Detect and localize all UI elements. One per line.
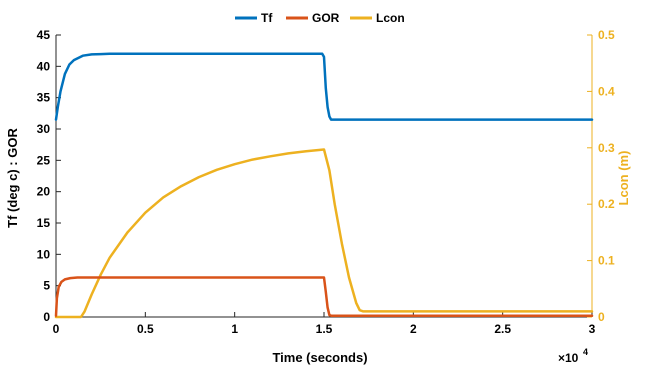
y-left-tick-label: 0 xyxy=(43,310,50,324)
x-tick-label: 1 xyxy=(231,322,238,336)
y-right-tick-label: 0.2 xyxy=(598,197,615,211)
y-right-tick-label: 0 xyxy=(598,310,605,324)
x-exponent-power: 4 xyxy=(583,347,588,357)
y-left-tick-label: 30 xyxy=(37,122,51,136)
y-left-tick-label: 45 xyxy=(37,28,51,42)
x-exponent: ×10 4 xyxy=(558,347,588,365)
y-left-tick-label: 20 xyxy=(37,185,51,199)
y-left-tick-label: 10 xyxy=(37,247,51,261)
y-left-tick-label: 15 xyxy=(37,216,51,230)
x-tick-label: 1.5 xyxy=(316,322,333,336)
axes: 0 0.5 1 1.5 2 2.5 305101520253035404500.10.20.… xyxy=(37,28,615,336)
x-tick-label: 2 xyxy=(410,322,417,336)
x-tick-label: 0 xyxy=(53,322,60,336)
y-axis-left-label: Tf (deg c) : GOR xyxy=(5,128,20,228)
legend-label-gor: GOR xyxy=(312,11,340,25)
series-line-lcon xyxy=(54,148,594,319)
x-tick-label: 2.5 xyxy=(494,322,511,336)
y-right-tick-label: 0.1 xyxy=(598,254,615,268)
y-right-tick-label: 0.5 xyxy=(598,28,615,42)
x-exponent-base: ×10 xyxy=(558,351,579,365)
x-tick-label: 3 xyxy=(589,322,596,336)
legend-label-tf: Tf xyxy=(261,11,273,25)
series-line-gor xyxy=(54,276,594,317)
x-tick-label: 0.5 xyxy=(137,322,154,336)
series-line-tf xyxy=(54,52,594,121)
legend-label-lcon: Lcon xyxy=(376,11,405,25)
y-left-tick-label: 35 xyxy=(37,91,51,105)
y-axis-right-label: Lcon (m) xyxy=(616,151,631,206)
y-right-tick-label: 0.3 xyxy=(598,141,615,155)
y-left-tick-label: 25 xyxy=(37,153,51,167)
y-left-tick-label: 5 xyxy=(43,279,50,293)
x-axis-label: Time (seconds) xyxy=(272,350,367,365)
legend: Tf GOR Lcon xyxy=(235,11,405,25)
y-left-tick-label: 40 xyxy=(37,59,51,73)
y-right-tick-label: 0.4 xyxy=(598,84,615,98)
series-layer xyxy=(54,52,594,319)
